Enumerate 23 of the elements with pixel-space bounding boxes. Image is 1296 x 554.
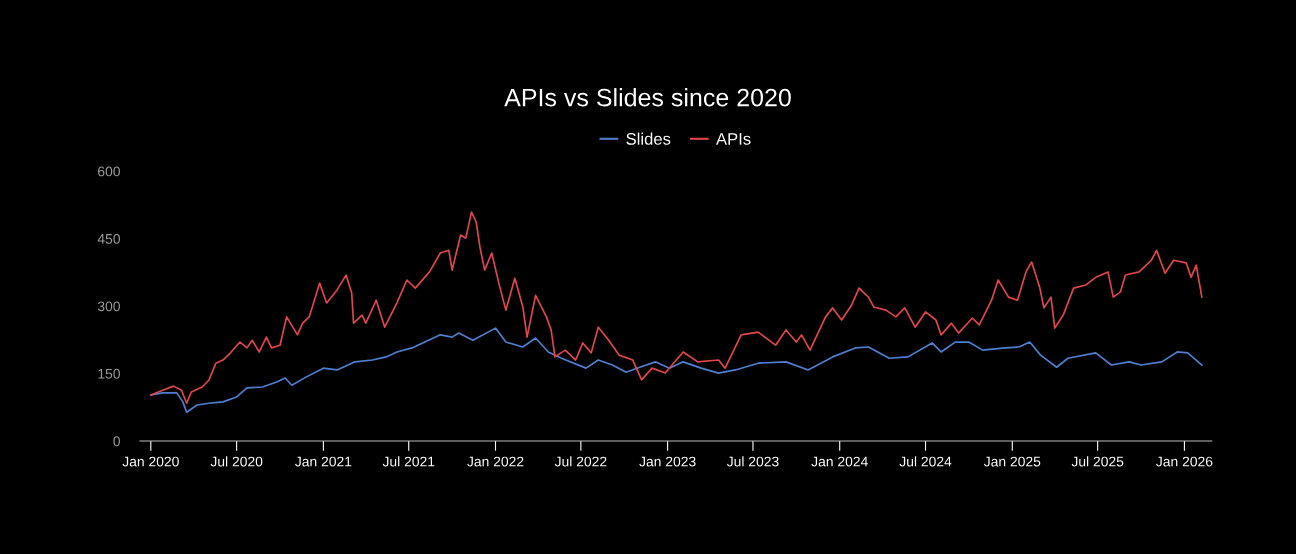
line-series	[149, 327, 1203, 414]
y-tick-label: 300	[97, 301, 120, 312]
x-tick-label: Jan 2026	[1156, 456, 1213, 467]
x-tick-label: Jul 2020	[210, 456, 263, 467]
y-tick-label: 150	[98, 368, 120, 379]
x-tick-label: Jan 2024	[811, 456, 868, 467]
x-tick-label: Jan 2022	[467, 456, 524, 467]
x-tick-label: Jan 2020	[122, 456, 179, 467]
chart-title: APIs vs Slides since 2020	[504, 88, 791, 107]
x-tick-label: Jul 2024	[899, 456, 952, 467]
x-tick-label: Jan 2025	[983, 456, 1041, 467]
line-series	[149, 211, 1203, 405]
x-tick-label: Jul 2022	[554, 456, 607, 467]
legend-label: APIs	[716, 133, 751, 145]
y-tick-label: 0	[113, 436, 120, 447]
x-tick-label: Jan 2023	[639, 456, 696, 467]
x-tick-label: Jul 2021	[382, 456, 435, 467]
y-tick-label: 450	[97, 233, 120, 244]
x-tick-label: Jul 2023	[726, 456, 779, 467]
x-tick-label: Jan 2021	[295, 456, 352, 467]
legend-label: Slides	[626, 132, 671, 145]
x-tick-label: Jul 2025	[1071, 456, 1124, 467]
y-tick-label: 600	[98, 166, 120, 177]
